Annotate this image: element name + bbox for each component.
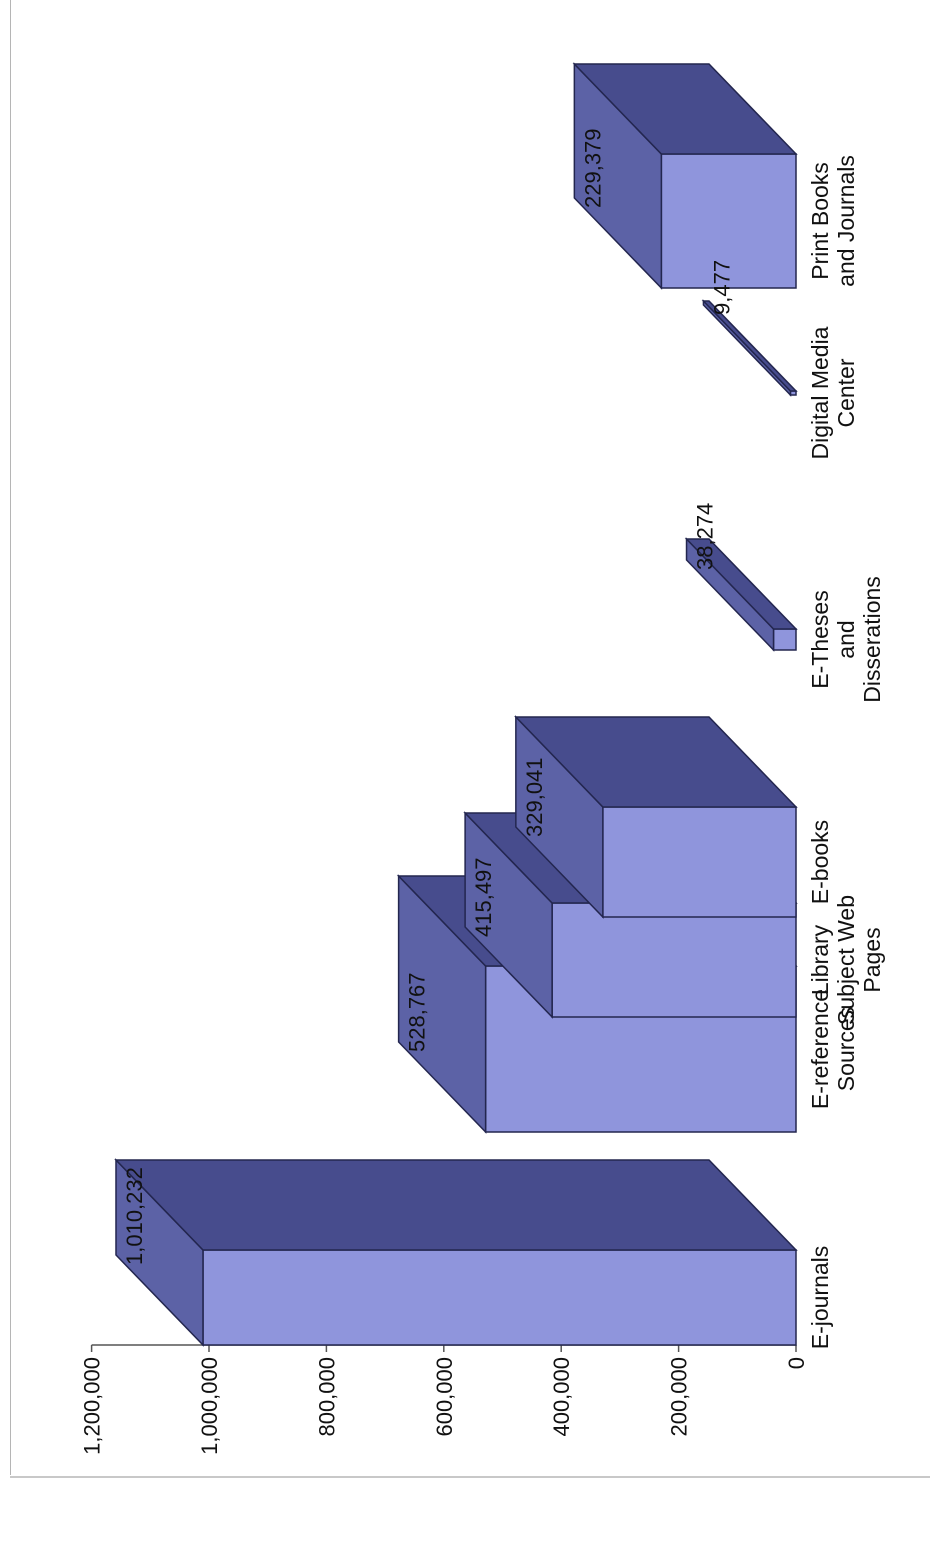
bar — [701, 299, 798, 397]
category-label-line: and Journals — [833, 155, 859, 287]
value-axis-tick-label: 1,000,000 — [197, 1357, 222, 1455]
category-label: E-journals — [807, 1246, 833, 1350]
category-label: Digital MediaCenter — [807, 326, 859, 459]
category-label-line: E-reference — [807, 989, 833, 1109]
value-axis: 0 200,000 400,000 600,000 800,000 1,000,000 1,… — [80, 1344, 809, 1455]
bar — [684, 537, 798, 652]
category-label-line: Subject Web — [833, 895, 859, 1025]
bar — [572, 62, 798, 290]
bar-side-face — [701, 300, 798, 392]
bar-value-label: 229,379 — [580, 128, 605, 208]
category-label: LibrarySubject WebPages — [807, 895, 885, 1025]
bar-value-label: 38,274 — [693, 503, 718, 570]
category-label-line: E-books — [807, 820, 833, 904]
bar — [514, 715, 798, 919]
category-label-line: and — [833, 620, 859, 658]
category-label-line: Pages — [859, 927, 885, 992]
bar-side-face — [572, 63, 798, 155]
bar-series — [114, 62, 798, 1347]
bar-side-face — [514, 716, 798, 808]
category-label: E-referenceSources — [807, 989, 859, 1109]
value-axis-tick-label: 400,000 — [549, 1357, 574, 1437]
bar-value-label: 1,010,232 — [122, 1167, 147, 1265]
bar — [114, 1158, 798, 1347]
category-label-line: Disserations — [859, 576, 885, 703]
value-axis-tick-label: 800,000 — [314, 1357, 339, 1437]
category-label-line: Sources — [833, 1007, 859, 1091]
value-axis-tick-label: 0 — [784, 1357, 809, 1369]
bar-value-label: 528,767 — [405, 972, 430, 1052]
bar-front-face — [772, 628, 797, 651]
bar-side-face — [114, 1159, 798, 1251]
category-label-line: Center — [833, 358, 859, 427]
category-label-line: E-Theses — [807, 590, 833, 688]
category-label-line: Library — [807, 924, 833, 995]
bar-front-face — [551, 902, 797, 1018]
category-label: E-ThesesandDisserations — [807, 576, 885, 703]
category-label-line: E-journals — [807, 1246, 833, 1350]
bar-value-label: 329,041 — [522, 757, 547, 837]
data-labels: 1,010,232 528,767 415,497 329,041 38,274 9,47… — [122, 128, 734, 1265]
bar-front-face — [602, 806, 797, 918]
category-axis-labels: E-journals E-referenceSourcesLibrarySubje… — [807, 155, 885, 1349]
category-label-line: Print Books — [807, 162, 833, 280]
frame-border-left — [10, 0, 11, 1475]
frame-border-bottom — [10, 1476, 930, 1478]
bar-value-label: 9,477 — [709, 260, 734, 315]
category-label: Print Booksand Journals — [807, 155, 859, 287]
category-label: E-books — [807, 820, 833, 904]
bar-front-face — [202, 1249, 797, 1346]
value-axis-tick-label: 600,000 — [432, 1357, 457, 1437]
category-label-line: Digital Media — [807, 326, 833, 459]
bar-side-face — [684, 538, 798, 630]
value-axis-tick-label: 1,200,000 — [80, 1357, 105, 1455]
bar-value-label: 415,497 — [471, 857, 496, 937]
value-axis-tick-label: 200,000 — [667, 1357, 692, 1437]
